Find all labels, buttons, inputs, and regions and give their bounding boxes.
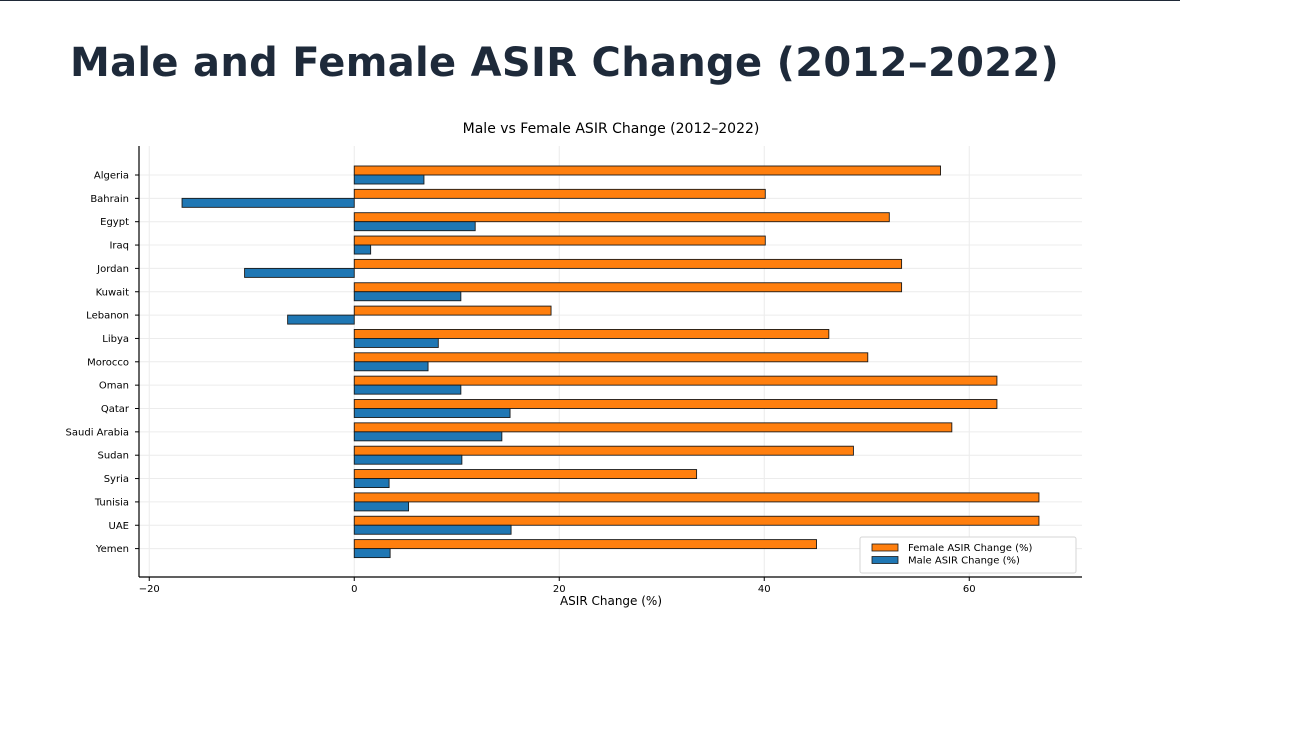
male-bar xyxy=(353,244,372,255)
male-bar xyxy=(181,197,355,208)
female-bar xyxy=(353,305,552,316)
x-axis-label: ASIR Change (%) xyxy=(560,594,662,608)
y-tick-label: Egypt xyxy=(100,217,129,228)
top-divider xyxy=(0,0,1180,1)
x-tick-label: −20 xyxy=(139,584,160,595)
female-bar xyxy=(353,235,766,246)
chart-title: Male vs Female ASIR Change (2012–2022) xyxy=(463,121,760,137)
male-bar xyxy=(353,431,503,442)
y-tick-label: Qatar xyxy=(101,404,130,415)
y-tick-label: Jordan xyxy=(96,264,129,275)
legend-label: Female ASIR Change (%) xyxy=(908,543,1032,554)
female-bar xyxy=(353,188,766,199)
y-tick-label: Lebanon xyxy=(86,311,129,322)
y-tick-label: Sudan xyxy=(98,451,130,462)
female-bar xyxy=(353,492,1040,503)
female-bar xyxy=(353,212,890,223)
female-bar xyxy=(353,165,941,176)
x-tick-label: 0 xyxy=(351,584,357,595)
male-bar xyxy=(353,408,511,418)
y-tick-label: Tunisia xyxy=(94,497,129,508)
male-bar xyxy=(353,384,462,395)
male-bar xyxy=(353,221,476,232)
male-bar xyxy=(353,454,463,465)
male-bar xyxy=(353,338,439,348)
male-bar xyxy=(353,501,410,512)
axes: −20 0 20 40 60 Algeria Bahrain Egypt Iraq Jordan K… xyxy=(66,146,1082,595)
y-tick-label: UAE xyxy=(109,521,129,532)
female-bar xyxy=(353,539,817,550)
female-bar xyxy=(353,469,698,479)
male-bar xyxy=(353,548,391,559)
legend-swatch xyxy=(871,543,899,552)
male-bar xyxy=(353,291,462,302)
male-bar xyxy=(287,314,355,325)
male-bar xyxy=(353,361,429,372)
female-bar xyxy=(353,445,854,456)
y-tick-label: Oman xyxy=(99,381,129,392)
legend-label: Male ASIR Change (%) xyxy=(908,556,1020,567)
y-tick-label: Algeria xyxy=(94,171,129,182)
x-tick-label: 60 xyxy=(963,584,976,595)
legend: Female ASIR Change (%) Male ASIR Change (… xyxy=(859,536,1077,574)
female-bar xyxy=(353,352,869,363)
bars xyxy=(181,165,1040,559)
female-bar xyxy=(353,422,953,433)
male-bar xyxy=(353,524,512,535)
legend-box xyxy=(859,536,1077,574)
y-tick-label: Syria xyxy=(104,474,129,485)
y-tick-label: Iraq xyxy=(109,241,129,252)
x-tick-label: 20 xyxy=(553,584,566,595)
female-bar xyxy=(353,515,1040,526)
y-tick-label: Libya xyxy=(102,334,129,345)
male-bar xyxy=(353,478,390,488)
female-bar xyxy=(353,399,998,409)
female-bar xyxy=(353,329,830,339)
slide-title: Male and Female ASIR Change (2012–2022) xyxy=(70,40,1060,86)
female-bar xyxy=(353,375,998,386)
y-tick-label: Bahrain xyxy=(90,194,129,205)
y-tick-label: Yemen xyxy=(95,544,129,555)
male-bar xyxy=(353,174,425,185)
y-tick-label: Saudi Arabia xyxy=(66,427,129,438)
legend-swatch xyxy=(871,556,899,564)
female-bar xyxy=(353,282,903,293)
male-bar xyxy=(244,267,355,278)
y-tick-label: Morocco xyxy=(87,357,129,368)
x-tick-label: 40 xyxy=(758,584,771,595)
y-tick-label: Kuwait xyxy=(96,287,129,298)
female-bar xyxy=(353,258,903,269)
